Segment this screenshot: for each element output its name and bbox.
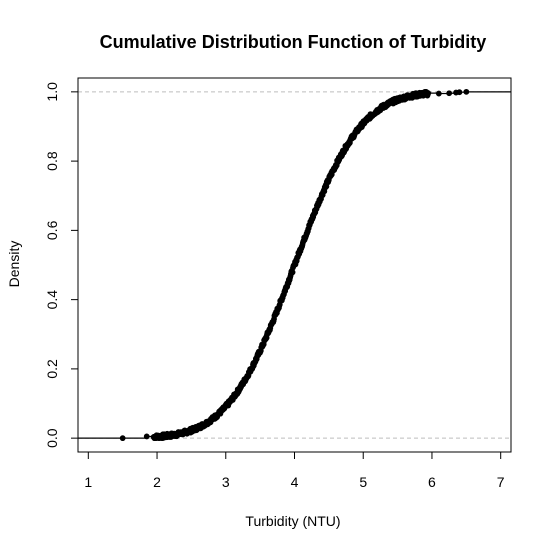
x-tick-label-1: 2 — [153, 474, 161, 490]
x-axis: 1 2 3 4 5 6 7 — [84, 451, 505, 490]
x-tick-label-0: 1 — [84, 474, 92, 490]
y-axis: 0.0 0.2 0.4 0.6 0.8 1.0 — [44, 82, 79, 448]
x-tick-label-5: 6 — [428, 474, 436, 490]
x-axis-label: Turbidity (NTU) — [245, 513, 340, 529]
y-tick-label-4: 0.8 — [44, 151, 60, 171]
y-tick-label-1: 0.2 — [44, 359, 60, 379]
chart-title: Cumulative Distribution Function of Turb… — [100, 32, 487, 52]
y-axis-label: Density — [6, 241, 22, 288]
y-tick-label-3: 0.6 — [44, 220, 60, 240]
data-point-672 — [456, 89, 463, 96]
y-tick-label-0: 0.0 — [44, 428, 60, 448]
data-point-0 — [119, 435, 126, 442]
data-point-670 — [446, 90, 453, 97]
x-tick-label-6: 7 — [497, 474, 505, 490]
x-tick-label-3: 4 — [291, 474, 299, 490]
y-tick-label-2: 0.4 — [44, 290, 60, 310]
data-point-1 — [143, 433, 150, 440]
data-point-669 — [435, 90, 442, 97]
x-tick-label-4: 5 — [359, 474, 367, 490]
data-points — [119, 88, 470, 442]
y-tick-label-5: 1.0 — [44, 82, 60, 102]
data-point-673 — [463, 88, 470, 95]
data-point-668 — [425, 90, 432, 97]
x-tick-label-2: 3 — [222, 474, 230, 490]
